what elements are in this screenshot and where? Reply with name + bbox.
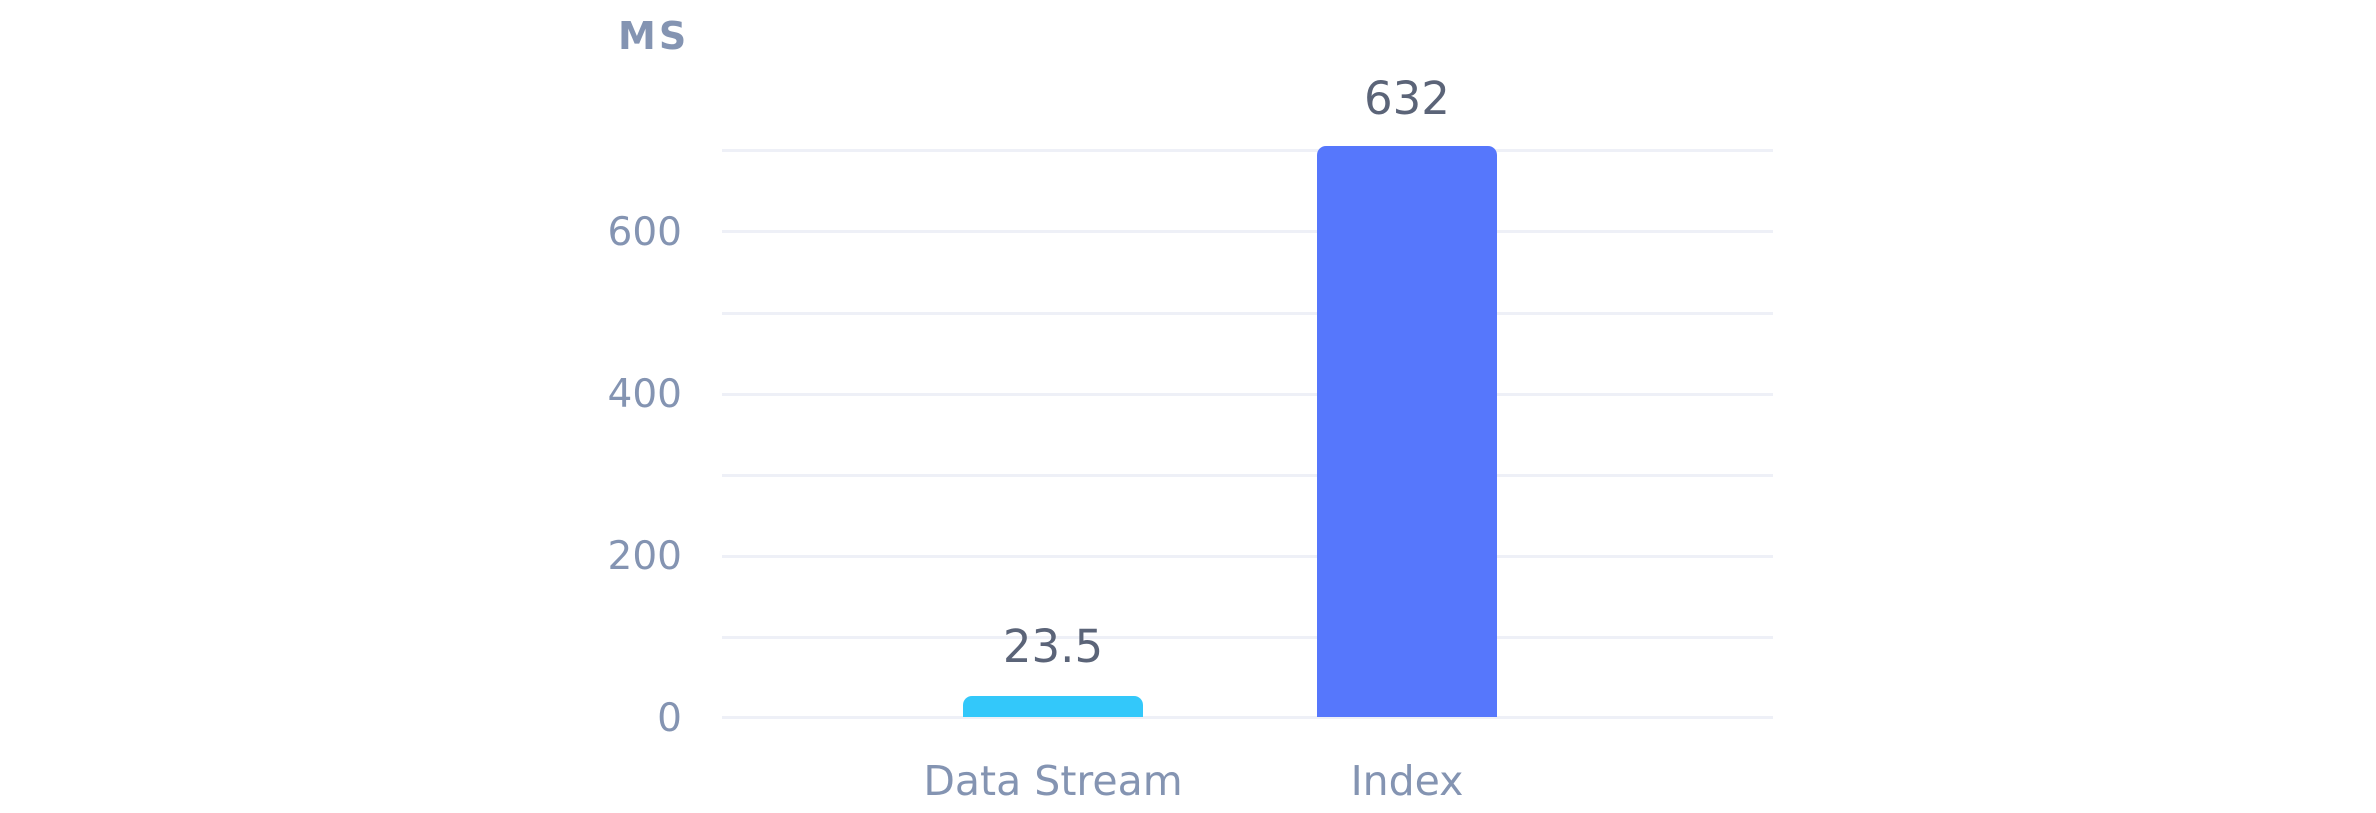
y-tick-400: 400 [607,372,682,417]
gridline-400 [722,393,1773,396]
y-tick-200: 200 [607,534,682,579]
value-label-data-stream: 23.5 [1002,620,1104,673]
y-axis-unit-label: MS [618,14,690,58]
gridline-0 [722,716,1773,719]
x-tick-index: Index [1350,757,1464,805]
x-tick-data-stream: Data Stream [923,757,1183,805]
gridline-300 [722,474,1773,477]
value-label-index: 632 [1364,72,1450,125]
gridline-700 [722,149,1773,152]
gridline-500 [722,312,1773,315]
bar-index[interactable] [1317,146,1497,717]
gridline-100 [722,636,1773,639]
y-tick-600: 600 [607,210,682,255]
gridline-600 [722,230,1773,233]
y-tick-0: 0 [657,696,682,741]
bar-data-stream[interactable] [963,696,1143,717]
gridline-200 [722,555,1773,558]
